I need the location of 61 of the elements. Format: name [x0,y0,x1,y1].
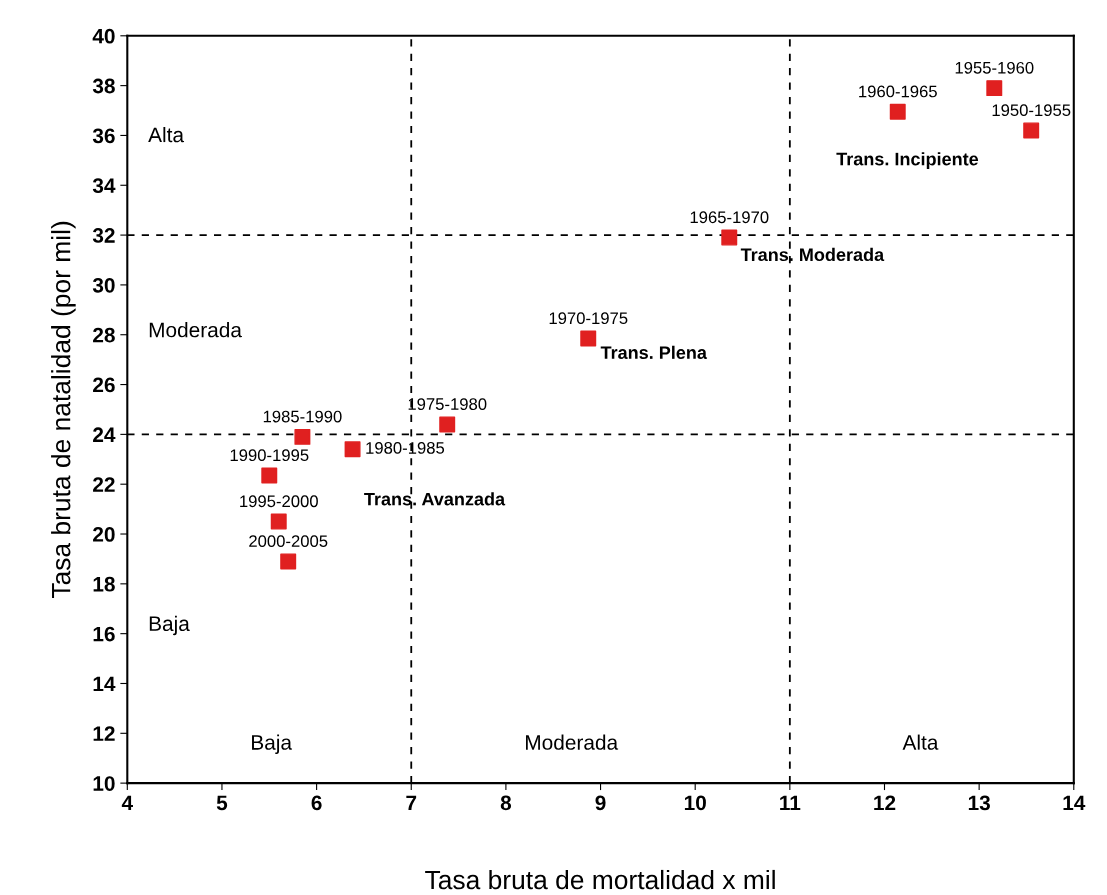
data-label: 2000-2005 [249,535,328,548]
x-axis-title: Tasa bruta de mortalidad x mil [425,869,775,890]
annotation: Trans. Avanzada [364,492,506,506]
point [721,229,738,246]
y-tick-label: 12 [93,726,115,741]
data-label: 1960-1965 [859,85,937,98]
annotation: Moderada [526,734,619,750]
annotation: Trans. Plena [600,345,708,360]
data-label: 1975-1980 [408,398,487,410]
annotation: Trans. Moderada [740,247,885,262]
x-tick-label: 5 [216,795,228,811]
data-label: 1990-1995 [230,449,309,462]
y-tick-label: 26 [93,377,115,393]
data-label: 1985-1990 [263,410,342,423]
annotation: Moderada [149,322,242,338]
point [439,416,456,433]
point [889,103,906,120]
x-tick-label: 4 [121,795,133,811]
data-label: 1980-1985 [366,441,445,454]
point [580,330,597,347]
x-tick-label: 13 [968,795,990,811]
point [344,441,361,458]
y-tick-label: 14 [93,676,116,692]
annotation: Alta [902,734,939,750]
x-tick-label: 6 [311,795,322,811]
y-axis-title: Tasa bruta de natalidad (por mil) [51,221,76,599]
data-label: 1955-1960 [955,61,1034,74]
y-tick-label: 18 [93,576,115,592]
point [261,467,278,484]
y-tick-label: 28 [93,327,115,343]
x-tick-label: 12 [874,795,896,811]
annotation: Alta [148,126,185,143]
data-label: 1970-1975 [549,312,628,325]
y-tick-label: 16 [93,626,115,642]
y-tick-label: 24 [93,427,116,442]
data-label: 1950-1955 [992,104,1071,117]
data-label: 1965-1970 [690,211,769,224]
point [1023,122,1040,139]
annotation: Baja [252,734,293,754]
y-tick-label: 30 [92,277,115,293]
x-tick-label: 8 [500,795,512,811]
y-tick-label: 34 [92,178,116,194]
point [986,80,1003,97]
y-tick-label: 40 [92,28,115,44]
point [270,513,287,530]
y-tick-label: 10 [93,776,115,791]
y-tick-label: 32 [92,228,115,243]
annotation: Baja [149,615,190,636]
point [280,553,297,570]
annotation: Trans. Incipiente [836,152,979,170]
x-tick-label: 7 [406,795,417,811]
x-tick-label: 11 [780,795,801,811]
y-tick-label: 38 [92,78,115,94]
x-tick-label: 10 [684,795,706,811]
x-tick-label: 14 [1063,795,1086,811]
y-tick-label: 20 [93,527,115,542]
x-tick-label: 9 [595,795,606,811]
point [294,428,311,445]
y-tick-label: 36 [92,128,115,144]
data-label: 1995-2000 [240,495,318,508]
y-tick-label: 22 [93,477,115,492]
